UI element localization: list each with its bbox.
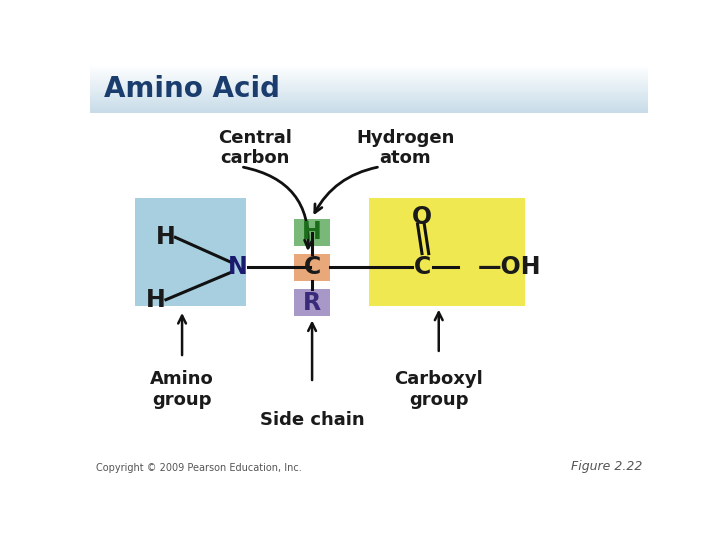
Text: Carboxyl
group: Carboxyl group — [395, 370, 483, 409]
Text: Copyright © 2009 Pearson Education, Inc.: Copyright © 2009 Pearson Education, Inc. — [96, 463, 302, 473]
Text: Amino Acid: Amino Acid — [104, 75, 280, 103]
Text: O: O — [412, 205, 432, 228]
FancyBboxPatch shape — [294, 289, 330, 316]
FancyBboxPatch shape — [369, 198, 526, 306]
FancyBboxPatch shape — [135, 198, 246, 306]
FancyBboxPatch shape — [294, 219, 330, 246]
Text: R: R — [303, 291, 321, 315]
Text: Amino
group: Amino group — [150, 370, 214, 409]
Text: Figure 2.22: Figure 2.22 — [571, 460, 642, 473]
Text: Side chain: Side chain — [260, 411, 364, 429]
Text: C: C — [413, 255, 431, 279]
Text: H: H — [302, 220, 322, 244]
Text: —OH: —OH — [478, 255, 541, 279]
Text: N: N — [228, 255, 248, 279]
Text: C: C — [303, 255, 320, 279]
Text: Hydrogen
atom: Hydrogen atom — [356, 129, 454, 167]
FancyBboxPatch shape — [294, 254, 330, 281]
Text: H: H — [146, 288, 166, 312]
Text: Central
carbon: Central carbon — [217, 129, 292, 167]
Text: H: H — [156, 225, 175, 249]
